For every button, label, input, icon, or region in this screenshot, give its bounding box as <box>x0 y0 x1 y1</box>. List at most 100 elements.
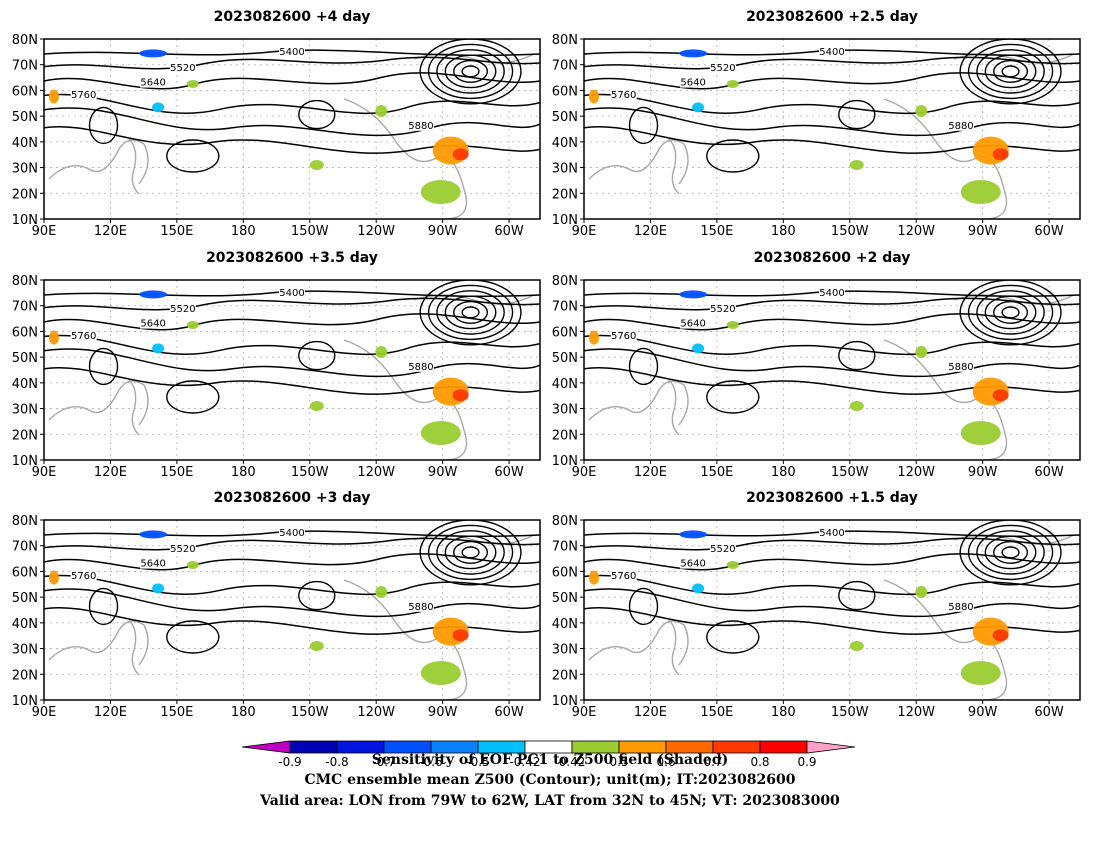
panel-title: 2023082600 +3 day <box>214 490 371 506</box>
closed-low-contour <box>1001 65 1020 78</box>
z500-contour <box>44 537 540 551</box>
panel-content: 5400 5520 5640 5760 5880 <box>584 520 1080 700</box>
closed-low-contour <box>976 290 1045 335</box>
z500-contour <box>584 367 1080 395</box>
lat-tick-label: 80N <box>12 33 38 48</box>
sensitivity-shading <box>692 102 705 113</box>
sensitivity-shading <box>420 421 461 445</box>
closed-contour <box>706 380 760 414</box>
lat-tick-label: 20N <box>552 187 578 202</box>
lat-tick-label: 40N <box>552 136 578 151</box>
closed-low-contour <box>461 546 480 559</box>
closed-contour <box>838 580 876 611</box>
panel-title: 2023082600 +1.5 day <box>746 490 918 506</box>
closed-contour <box>298 580 336 611</box>
colorbar: -0.9 -0.8 -0.7 -0.6 -0.5 -0.42 0.42 0.5 0.6 0.7 0.… <box>241 740 856 769</box>
sensitivity-shading <box>452 629 469 642</box>
lon-tick-label: 90W <box>428 705 458 720</box>
contour-label: 5400 <box>279 47 304 58</box>
contour-label: 5760 <box>71 571 96 582</box>
sensitivity-shading <box>849 401 864 411</box>
colorbar-max-triangle <box>806 740 856 754</box>
closed-low-contour <box>419 280 522 346</box>
lon-tick-label: 90W <box>968 465 998 480</box>
lat-tick-label: 50N <box>12 351 38 366</box>
lat-tick-label: 40N <box>12 617 38 632</box>
contour-label: 5520 <box>170 304 195 315</box>
closed-low-contour <box>444 295 497 330</box>
lon-tick-label: 90E <box>572 705 597 720</box>
closed-low-contour <box>453 59 489 83</box>
contour-label-bg <box>947 361 974 372</box>
map-panels: 2023082600 +4 day 5400 5520 5640 5760 5880 80N… <box>12 9 1081 720</box>
contour-label: 5880 <box>408 121 433 132</box>
lat-tick-label: 10N <box>552 694 578 709</box>
lat-tick-label: 70N <box>552 59 578 74</box>
closed-low-contour <box>419 520 522 586</box>
contour-label: 5760 <box>71 90 96 101</box>
lon-tick-label: 120E <box>94 705 127 720</box>
lon-tick-label: 150W <box>831 224 869 239</box>
sensitivity-shading <box>152 583 165 594</box>
closed-contour <box>298 99 336 130</box>
coastline <box>668 619 680 676</box>
panel-title: 2023082600 +3.5 day <box>206 250 378 266</box>
colorbar-tick-label: 0.7 <box>703 755 722 769</box>
z500-contour <box>584 537 1080 551</box>
contour-label-bg <box>140 558 167 569</box>
map-panel-1: 2023082600 +4 day 5400 5520 5640 5760 5880 80N… <box>12 9 541 239</box>
lat-tick-label: 50N <box>12 591 38 606</box>
lat-tick-label: 70N <box>12 540 38 555</box>
lat-tick-label: 40N <box>12 377 38 392</box>
closed-low-contour <box>461 306 480 319</box>
closed-low-contour <box>967 284 1054 341</box>
closed-low-contour <box>967 524 1054 581</box>
z500-contour <box>584 290 1080 297</box>
map-panel-3: 2023082600 +3.5 day 5400 5520 5640 5760 5880 8… <box>12 250 541 480</box>
lon-tick-label: 120E <box>634 705 667 720</box>
lat-tick-label: 10N <box>12 213 38 228</box>
sensitivity-shading <box>186 321 199 329</box>
lon-tick-label: 150W <box>291 224 329 239</box>
contour-label-bg <box>407 601 434 612</box>
z500-contour <box>44 553 540 571</box>
z500-contour <box>44 126 540 154</box>
lon-tick-label: 180 <box>231 705 256 720</box>
contour-label: 5400 <box>279 288 304 299</box>
lon-tick-label: 120W <box>897 705 935 720</box>
sensitivity-shading <box>992 629 1009 642</box>
z500-contour <box>584 553 1080 571</box>
coastline <box>588 620 689 666</box>
sensitivity-shading <box>679 49 708 58</box>
sensitivity-shading <box>960 661 1001 685</box>
contour-label-bg <box>680 318 707 329</box>
sensitivity-shading <box>309 641 324 651</box>
contour-label: 5520 <box>170 63 195 74</box>
lat-tick-label: 50N <box>552 110 578 125</box>
closed-low-contour <box>1001 306 1020 319</box>
contour-label: 5520 <box>710 63 735 74</box>
closed-contour <box>88 347 119 386</box>
z500-contour <box>44 93 540 115</box>
sensitivity-shading <box>588 570 599 585</box>
sensitivity-shading <box>960 180 1001 204</box>
lon-tick-label: 120W <box>897 465 935 480</box>
coastline <box>588 139 689 185</box>
closed-contour <box>88 106 119 145</box>
contour-label-bg <box>610 90 637 101</box>
contour-label: 5880 <box>408 602 433 613</box>
lon-tick-label: 120E <box>634 224 667 239</box>
sensitivity-shading <box>375 586 388 598</box>
z500-contour <box>584 588 1080 618</box>
lat-tick-label: 70N <box>12 300 38 315</box>
contour-label: 5520 <box>170 544 195 555</box>
colorbar-tick-label: 0.9 <box>797 755 816 769</box>
lat-tick-label: 20N <box>552 668 578 683</box>
coastline <box>128 379 140 436</box>
closed-contour <box>706 139 760 173</box>
contour-label: 5640 <box>680 319 705 330</box>
sensitivity-shading <box>679 290 708 299</box>
lat-tick-label: 40N <box>552 377 578 392</box>
lon-tick-label: 60W <box>1034 224 1064 239</box>
lon-tick-label: 60W <box>494 705 524 720</box>
